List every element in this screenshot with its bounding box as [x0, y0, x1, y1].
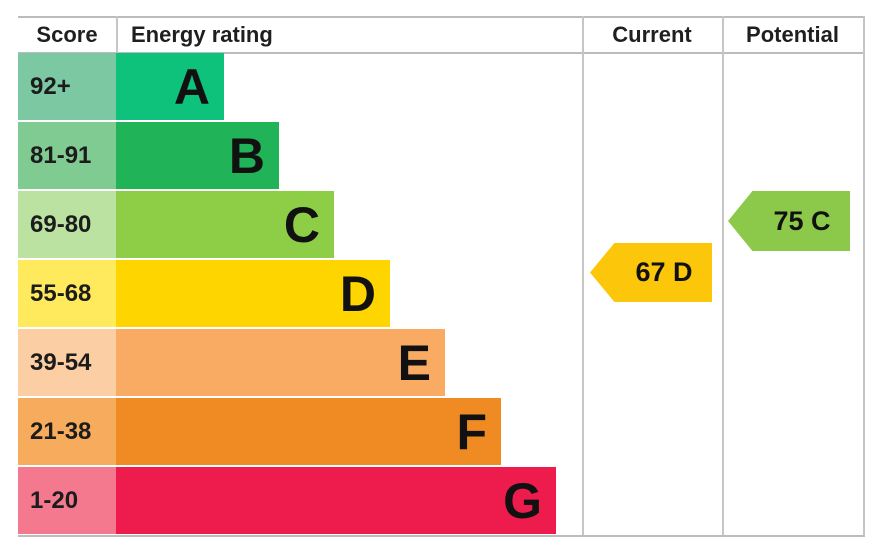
score-range-cell: 21-38 [18, 398, 116, 465]
current-rating-label: 67 D [635, 257, 693, 287]
rating-letter: C [283, 196, 320, 253]
score-range-label: 1-20 [30, 486, 79, 514]
rating-letter: D [339, 265, 376, 322]
rating-bar-c: C [116, 191, 334, 258]
score-header-divider [116, 16, 118, 54]
score-header: Score [36, 22, 98, 47]
score-range-cell: 69-80 [18, 191, 116, 258]
score-range-cell: 81-91 [18, 122, 116, 189]
rating-bar-d: D [116, 260, 390, 327]
score-range-label: 81-91 [30, 141, 92, 169]
rating-bar-f: F [116, 398, 501, 465]
potential-rating-arrow: 75 C [728, 191, 850, 251]
rating-letter: A [173, 58, 210, 115]
score-range-label: 92+ [30, 72, 71, 100]
score-range-cell: 39-54 [18, 329, 116, 396]
current-header: Current [612, 22, 692, 47]
score-range-label: 55-68 [30, 279, 92, 307]
table-right-border [863, 16, 865, 535]
header-bottom-border [18, 52, 865, 54]
potential-rating-label: 75 C [773, 205, 831, 236]
score-range-cell: 92+ [18, 53, 116, 120]
rating-bar-g: G [116, 467, 556, 534]
table-bottom-border [18, 535, 865, 537]
rating-letter: F [456, 403, 487, 460]
score-range-label: 21-38 [30, 417, 92, 445]
rating-letter: E [397, 334, 431, 391]
rating-bar-e: E [116, 329, 445, 396]
rating-letter: G [503, 472, 542, 529]
rating-bar-b: B [116, 122, 279, 189]
table-top-border [18, 16, 865, 18]
potential-column-divider [722, 16, 724, 535]
current-column-divider [582, 16, 584, 535]
rating-bar-a: A [116, 53, 224, 120]
energy-rating-header: Energy rating [131, 22, 273, 47]
current-rating-arrow: 67 D [590, 243, 712, 302]
rating-letter: B [228, 127, 265, 184]
potential-header: Potential [746, 22, 839, 47]
score-range-label: 69-80 [30, 210, 92, 238]
score-range-label: 39-54 [30, 348, 92, 376]
score-range-cell: 1-20 [18, 467, 116, 534]
score-range-cell: 55-68 [18, 260, 116, 327]
